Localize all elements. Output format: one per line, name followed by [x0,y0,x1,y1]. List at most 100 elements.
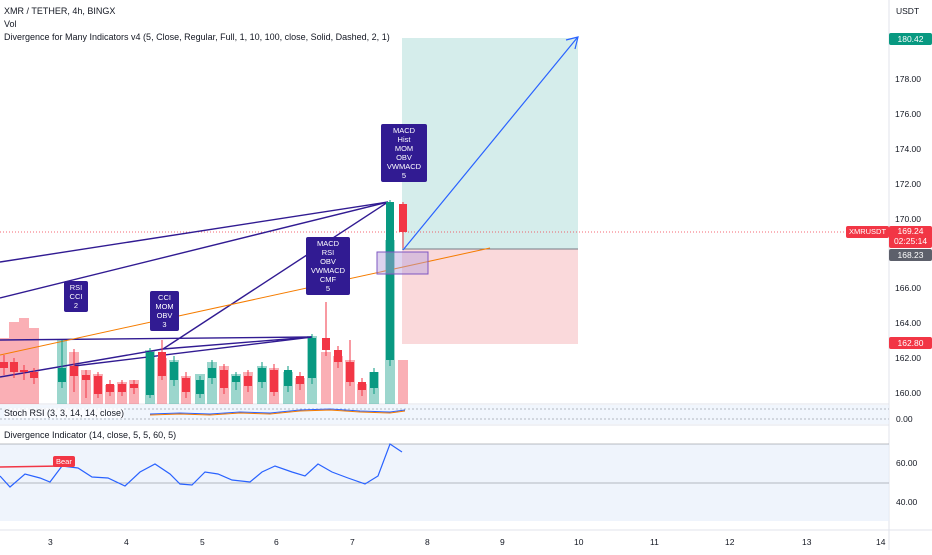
candle-body[interactable] [170,362,178,380]
stoch-tick: 0.00 [896,414,913,424]
callout-line: MOM [155,302,174,311]
current-price-tag: 169.24 02:25:14 [889,226,932,248]
callout-line: CCI [69,292,83,301]
price-tick: 164.00 [895,318,921,328]
candle-body[interactable] [399,204,407,232]
divergence-callout-macd-hist: MACD Hist MOM OBV VWMACD 5 [381,124,427,182]
candle-body[interactable] [70,366,78,376]
callout-line: OBV [396,153,412,162]
candle-body[interactable] [220,370,228,388]
divergence-line-7 [162,336,313,350]
candle-body[interactable] [270,370,278,392]
candle-body[interactable] [58,368,66,382]
candle-body[interactable] [334,350,342,362]
price-tick: 176.00 [895,109,921,119]
currency-label: USDT [896,6,920,16]
price-tick: 174.00 [895,144,921,154]
candle-body[interactable] [94,376,102,394]
candle-body[interactable] [296,376,304,384]
candle-body[interactable] [158,352,166,376]
callout-line: VWMACD [386,162,422,171]
callout-line: VWMACD [310,266,346,275]
divergence-indicator-legend[interactable]: Divergence Indicator (14, close, 5, 5, 6… [4,430,177,440]
divergence-callout-rsi-cci: RSI CCI 2 [64,281,88,312]
candle-body[interactable] [182,378,190,392]
callout-line: Hist [397,135,411,144]
candle-body[interactable] [284,370,292,386]
volume-bar [29,328,39,404]
projection-arrow[interactable] [402,37,578,251]
callout-line: MOM [394,144,414,153]
bar-countdown: 02:25:14 [893,236,928,246]
volume-legend[interactable]: Vol [4,19,17,29]
time-tick: 5 [200,537,205,547]
indicator-legend[interactable]: Divergence for Many Indicators v4 (5, Cl… [4,32,390,42]
callout-line: 5 [401,171,407,180]
candle-body[interactable] [232,376,240,382]
callout-line: 3 [162,320,167,329]
callout-line: MACD [316,239,340,248]
price-tick: 166.00 [895,283,921,293]
candle-body[interactable] [308,338,316,378]
time-tick: 7 [350,537,355,547]
candle-body[interactable] [118,384,126,392]
projection-arrow-head [565,36,579,50]
time-tick: 11 [650,537,659,547]
candle-body[interactable] [106,384,114,392]
divergence-oscillator-line [0,443,403,488]
candles [0,200,407,398]
candle-body[interactable] [208,368,216,378]
volume-bar [19,318,29,404]
price-tick: 172.00 [895,179,921,189]
callout-line: MACD [392,126,416,135]
candle-body[interactable] [146,352,154,395]
candle-body[interactable] [20,370,28,372]
candle-body[interactable] [258,368,266,382]
candle-body[interactable] [196,380,204,394]
callout-line: RSI [69,283,83,292]
candle-body[interactable] [244,376,252,386]
candle-body[interactable] [322,338,330,350]
callout-line: CCI [158,293,171,302]
volume-bar [398,360,408,404]
divergence-band [0,444,889,521]
time-tick: 9 [500,537,505,547]
stoch-d-line [149,409,406,416]
callout-line: RSI [321,248,335,257]
time-tick: 12 [725,537,735,547]
time-tick: 4 [124,537,129,547]
symbol-legend[interactable]: XMR / TETHER, 4h, BINGX [4,6,116,16]
candle-body[interactable] [358,382,366,390]
time-tick: 8 [425,537,430,547]
divergence-line-4 [0,336,313,341]
candle-body[interactable] [346,362,354,382]
divergence-line-1 [0,201,389,263]
candle-body[interactable] [82,375,90,380]
candle-body[interactable] [370,372,378,388]
entry-marker-box[interactable] [376,251,429,275]
candle-body[interactable] [0,362,8,368]
target-price-tag: 180.42 [889,33,932,45]
div-tick-40: 40.00 [896,497,918,507]
stoch-rsi-legend[interactable]: Stoch RSI (3, 3, 14, 14, close) [4,408,125,418]
candle-body[interactable] [130,384,138,388]
price-tick: 170.00 [895,214,921,224]
callout-line: OBV [156,311,173,320]
candle-body[interactable] [386,202,394,360]
candle-body[interactable] [10,362,18,372]
volume-bar [321,352,331,404]
stoch-band [0,405,889,424]
stop-zone[interactable] [402,249,578,344]
volume-bar [295,378,305,404]
div-tick-60: 60.00 [896,458,918,468]
divergence-callout-cci-mom-obv: CCI MOM OBV 3 [150,291,179,331]
entry-price-tag: 168.23 [889,249,932,261]
bear-divergence-line [0,465,63,468]
trend-line[interactable] [0,247,491,356]
stoch-k-line [149,408,406,415]
stop-price-tag: 162.80 [889,337,932,349]
candle-body[interactable] [30,372,38,378]
volume-bar [157,358,167,404]
